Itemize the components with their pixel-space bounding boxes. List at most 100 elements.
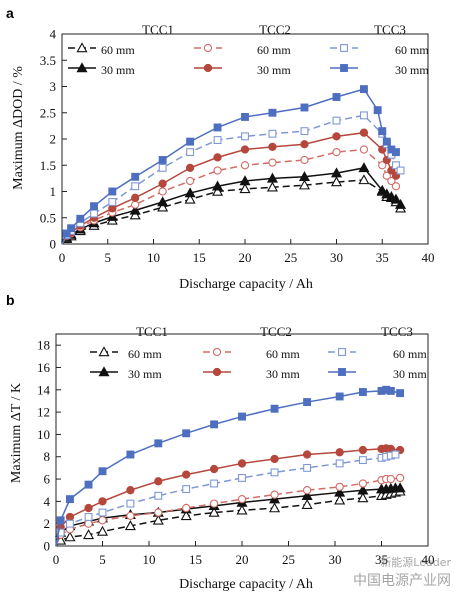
data-point-circle <box>387 176 396 186</box>
data-point-circle <box>302 486 312 495</box>
group-label-tcc3-b: TCC3 <box>381 324 413 339</box>
legend-label: 60 mm <box>257 43 291 57</box>
data-point-triangle <box>266 172 278 183</box>
data-point-circle <box>382 171 391 180</box>
data-point-circle <box>270 490 279 499</box>
data-point-triangle <box>184 193 196 204</box>
data-point-square <box>210 420 219 429</box>
data-point-square <box>108 198 117 206</box>
data-point-circle <box>154 477 163 486</box>
x-tick-label: 30 <box>329 552 342 567</box>
data-point-circle <box>335 448 344 457</box>
data-point-circle <box>209 499 219 508</box>
data-point-triangle <box>76 62 88 73</box>
y-tick-label: 2 <box>44 516 51 531</box>
y-tick-label: 1.5 <box>40 158 56 173</box>
y-tick-label: 2 <box>50 132 57 147</box>
data-point-square <box>186 137 195 146</box>
data-point-square <box>340 44 348 52</box>
data-point-square <box>213 123 222 132</box>
data-point-circle <box>98 497 107 506</box>
data-point-square <box>386 386 395 395</box>
data-point-circle <box>65 512 75 522</box>
data-point-square <box>84 513 93 521</box>
data-point-triangle <box>390 193 402 204</box>
legend-label: 30 mm <box>101 63 135 77</box>
y-tick-label: 0 <box>50 237 57 252</box>
series-line <box>61 114 402 245</box>
data-point-square <box>186 148 195 157</box>
data-point-square <box>382 137 391 146</box>
panel-label-b: b <box>6 292 15 308</box>
data-point-circle <box>358 445 368 455</box>
data-point-circle <box>270 454 279 464</box>
data-point-circle <box>203 63 213 73</box>
data-point-circle <box>300 155 309 165</box>
data-point-triangle <box>64 531 76 542</box>
data-point-square <box>154 491 163 500</box>
series-6 <box>55 385 405 547</box>
y-tick-label: 18 <box>37 338 50 353</box>
legend-label: 30 mm <box>393 367 427 381</box>
data-point-triangle <box>301 490 313 501</box>
data-point-square <box>213 136 222 144</box>
data-point-square <box>62 229 71 238</box>
group-label-tcc1-a: TCC1 <box>142 22 174 37</box>
data-point-square <box>66 519 74 528</box>
data-point-square <box>126 450 135 459</box>
x-tick-label: 40 <box>422 250 435 265</box>
watermark-line-2: 中国电源产业网 <box>353 573 451 589</box>
data-point-square <box>182 429 191 438</box>
y-tick-label: 14 <box>37 382 51 397</box>
data-point-triangle <box>129 209 141 220</box>
series-line <box>61 148 397 245</box>
series-line <box>55 447 401 547</box>
legend-label: 30 mm <box>257 63 291 77</box>
data-point-square <box>67 224 76 233</box>
data-point-triangle <box>83 529 95 540</box>
data-point-square <box>340 64 348 72</box>
y-tick-label: 16 <box>37 360 51 375</box>
data-point-circle <box>203 43 213 53</box>
data-point-circle <box>185 163 195 173</box>
data-point-square <box>335 459 344 468</box>
data-point-square <box>98 508 107 517</box>
data-point-square <box>303 463 312 472</box>
y-tick-label: 6 <box>44 472 51 487</box>
data-point-square <box>238 412 246 421</box>
data-point-square <box>268 108 277 117</box>
data-point-triangle <box>334 486 346 497</box>
legend-label: 30 mm <box>128 367 162 381</box>
data-point-square <box>392 161 400 170</box>
data-point-circle <box>84 519 93 528</box>
data-point-square <box>358 456 367 465</box>
data-point-triangle <box>157 196 169 207</box>
data-point-square <box>300 127 309 136</box>
x-tick-label: 5 <box>99 552 106 567</box>
series-4 <box>55 444 405 547</box>
x-tick-label: 30 <box>330 250 343 265</box>
y-tick-label: 1 <box>50 184 57 199</box>
y-tick-label: 0.5 <box>40 210 56 225</box>
group-label-tcc2-b: TCC2 <box>260 324 292 339</box>
data-point-triangle <box>98 366 110 377</box>
data-point-square <box>358 388 367 396</box>
x-tick-label: 10 <box>147 250 160 265</box>
data-point-circle <box>359 128 369 137</box>
data-point-triangle <box>124 520 136 531</box>
data-point-triangle <box>395 198 407 209</box>
x-tick-label: 15 <box>193 250 206 265</box>
data-point-triangle <box>269 502 281 513</box>
data-point-triangle <box>357 484 369 495</box>
x-tick-label: 20 <box>236 552 249 567</box>
data-point-square <box>303 398 312 407</box>
data-point-circle <box>131 193 140 202</box>
data-point-circle <box>268 158 277 167</box>
series-5 <box>55 450 400 547</box>
group-label-tcc3-a: TCC3 <box>374 22 406 37</box>
data-point-triangle <box>157 201 169 212</box>
y-tick-label: 8 <box>44 449 51 464</box>
data-point-square <box>158 163 167 172</box>
data-point-circle <box>378 161 387 170</box>
